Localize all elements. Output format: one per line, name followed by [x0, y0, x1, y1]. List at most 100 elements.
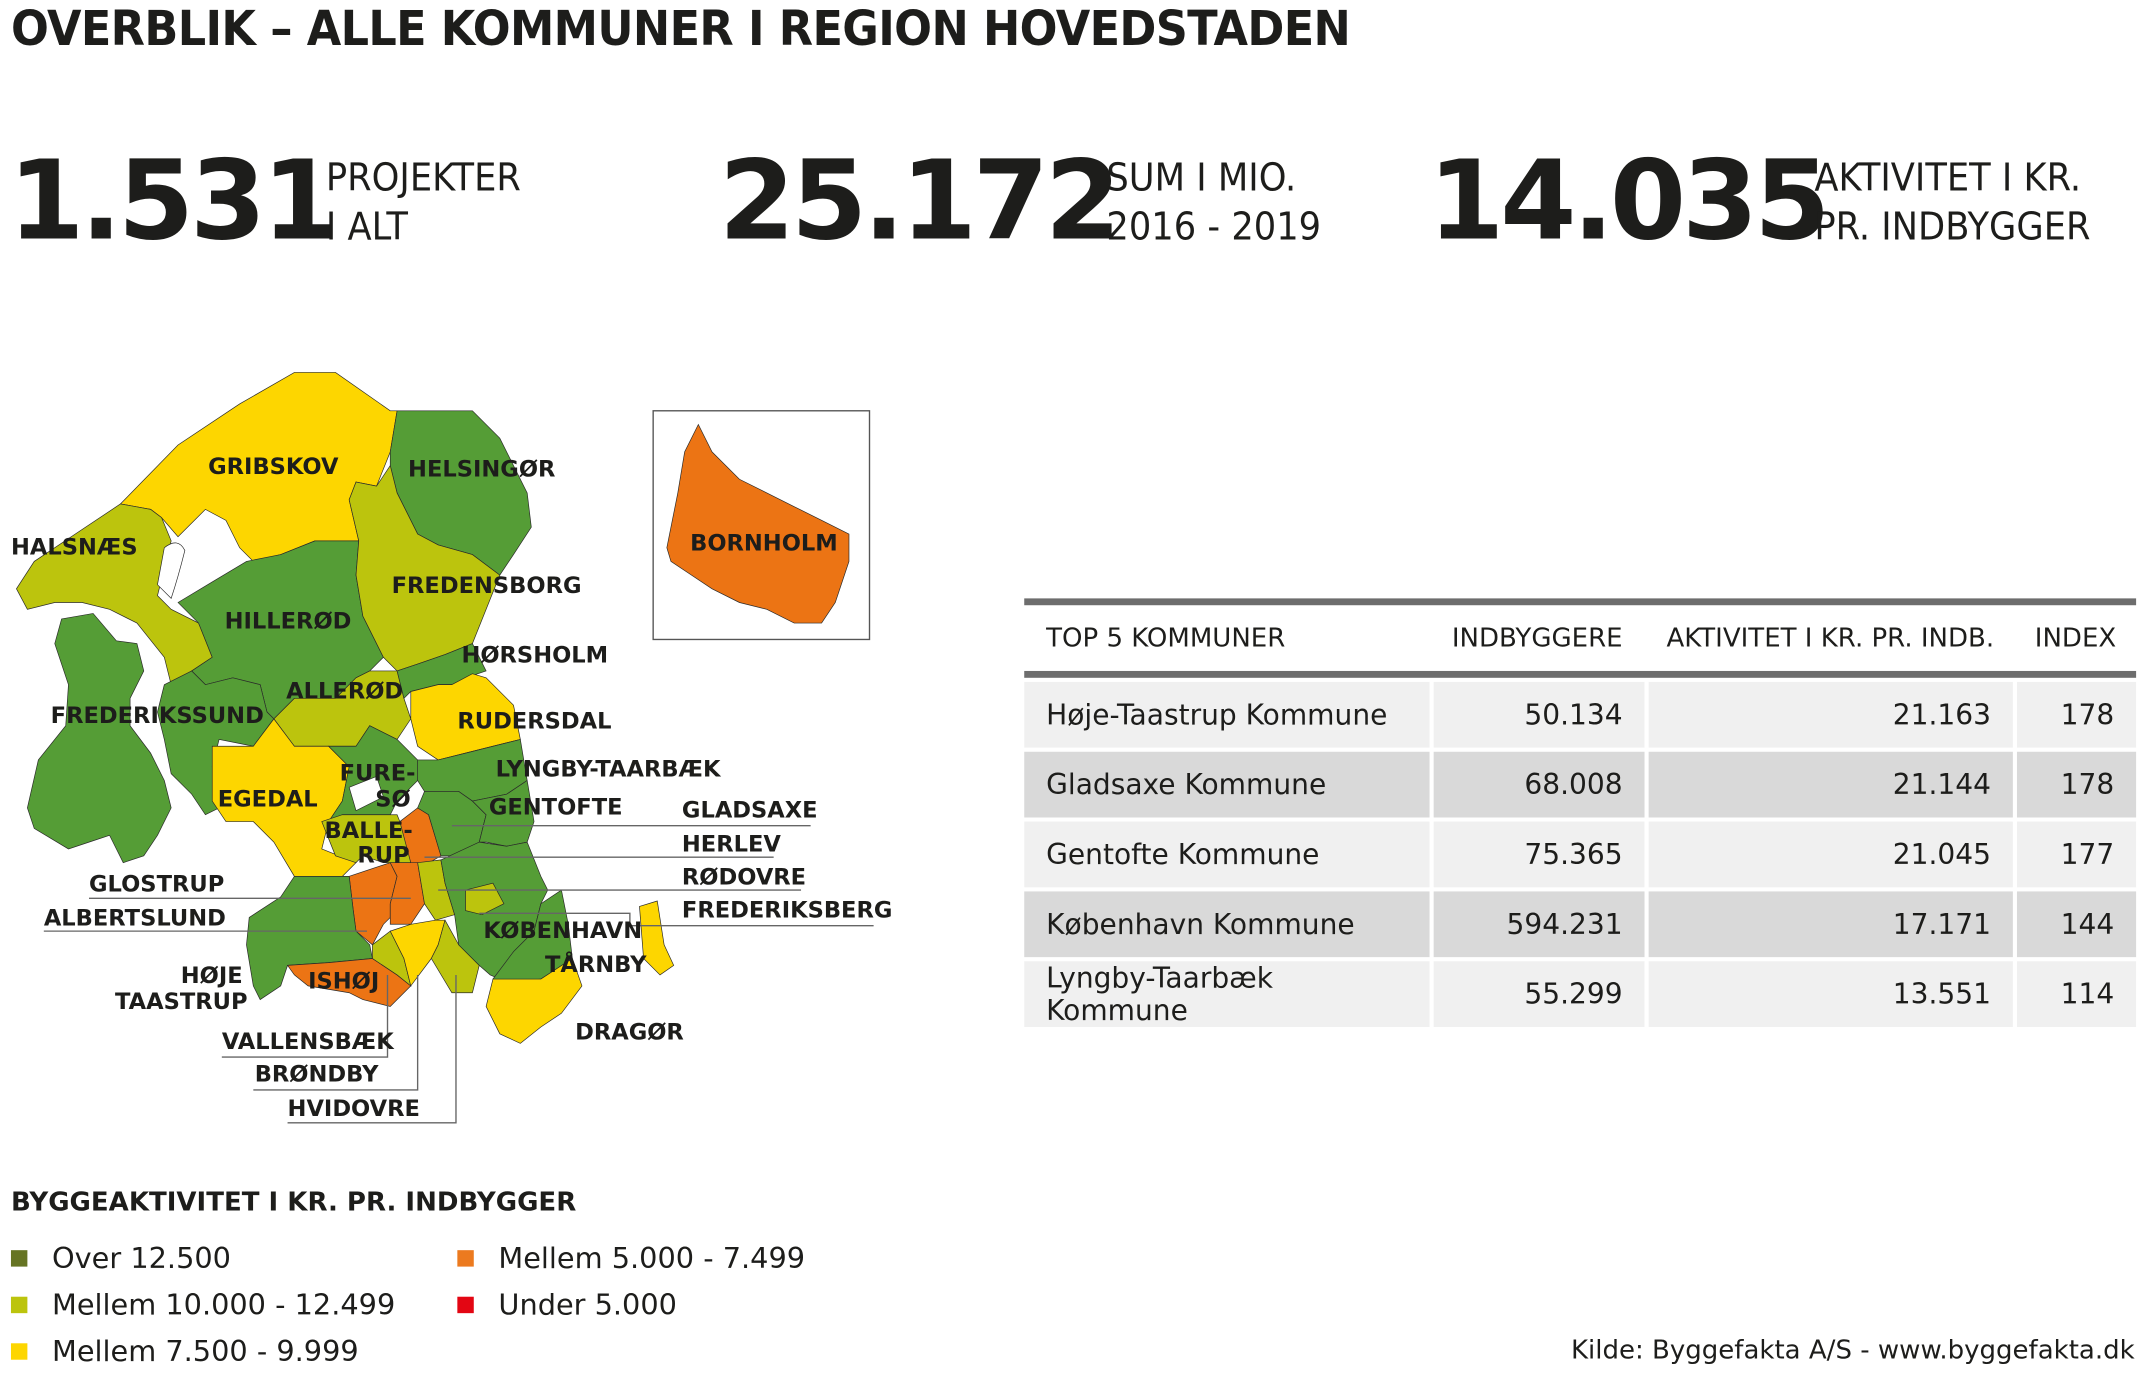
header-indbyggere: INDBYGGERE: [1451, 623, 1623, 654]
map-label-bornholm: BORNHOLM: [690, 530, 838, 556]
page-title: OVERBLIK – ALLE KOMMUNER I REGION HOVEDS…: [10, 2, 1351, 58]
stat-sum-value: 25.172: [718, 136, 1121, 265]
region-frederikssund-east[interactable]: [157, 670, 275, 816]
map-label-gribskov: GRIBSKOV: [208, 454, 339, 480]
map-label-frederikssund: FREDERIKSSUND: [51, 703, 264, 729]
stat-sum-label: SUM I MIO. 2016 - 2019: [1106, 153, 1321, 252]
region-map: GRIBSKOV HELSINGØR HALSNÆS HILLERØD FRED…: [11, 372, 893, 1124]
table-row: Lyngby-Taarbæk Kommune 55.299 13.551 114: [1024, 961, 2137, 1027]
map-label-gentofte: GENTOFTE: [489, 795, 623, 821]
region-ishoej[interactable]: [286, 958, 412, 1007]
header-index: INDEX: [2034, 623, 2117, 654]
legend-label: Mellem 10.000 - 12.499: [52, 1288, 396, 1322]
map-label-taarnby: TÅRNBY: [545, 950, 647, 978]
map-label-helsingoer: HELSINGØR: [408, 457, 555, 483]
map-label-halsnaes: HALSNÆS: [11, 535, 138, 561]
legend-swatch: [10, 1296, 28, 1314]
table-row: Gentofte Kommune 75.365 21.045 177: [1024, 821, 2137, 888]
table-row: Høje-Taastrup Kommune 50.134 21.163 178: [1024, 681, 2137, 748]
legend-item: Mellem 10.000 - 12.499: [10, 1288, 396, 1322]
cell-indbyggere: 594.231: [1433, 891, 1645, 958]
cell-aktivitet: 17.171: [1648, 891, 2013, 958]
cell-indbyggere: 75.365: [1433, 821, 1645, 888]
region-fredensborg[interactable]: [348, 464, 501, 672]
legend-swatch: [10, 1343, 28, 1360]
cell-indbyggere: 55.299: [1433, 961, 1645, 1027]
cell-index: 144: [2016, 891, 2137, 958]
region-bornholm[interactable]: [666, 423, 850, 624]
map-label-vallensbaek: VALLENSBÆK: [222, 1029, 395, 1055]
legend-label: Over 12.500: [52, 1241, 231, 1275]
table-header-rule: [1024, 670, 2137, 678]
map-label-koebenhavn: KØBENHAVN: [483, 918, 642, 944]
table-top-rule: [1024, 598, 2137, 606]
header-aktivitet: AKTIVITET I KR. PR. INDB.: [1666, 623, 1995, 654]
stat-label-line: SUM I MIO.: [1106, 154, 1297, 200]
map-label-frederiksberg: FREDERIKSBERG: [682, 897, 893, 923]
region-taarnby[interactable]: [485, 957, 583, 1044]
map-label-ballerup-2: RUP: [357, 843, 409, 869]
map-label-hvidovre: HVIDOVRE: [288, 1096, 420, 1122]
map-label-hilleroed: HILLERØD: [225, 609, 352, 635]
legend-item: Under 5.000: [457, 1288, 677, 1322]
cell-kommune: København Kommune: [1024, 891, 1430, 958]
map-label-dragoer: DRAGØR: [575, 1019, 684, 1045]
map-label-egedal: EGEDAL: [218, 787, 318, 813]
map-label-furesoe-1: FURE-: [340, 761, 416, 787]
legend-item: Over 12.500: [10, 1241, 231, 1275]
map-label-hoersholm: HØRSHOLM: [461, 643, 608, 669]
map-label-alleroed: ALLERØD: [286, 678, 403, 704]
table-row: København Kommune 594.231 17.171 144: [1024, 891, 2137, 958]
stat-label-line: I ALT: [325, 204, 408, 250]
legend-label: Mellem 7.500 - 9.999: [52, 1335, 359, 1368]
region-furesoe[interactable]: [327, 725, 418, 823]
legend-item: Mellem 5.000 - 7.499: [457, 1242, 805, 1275]
map-label-herlev: HERLEV: [682, 832, 782, 858]
stat-label-line: PROJEKTER: [325, 154, 521, 200]
stat-activity-value: 14.035: [1428, 136, 1830, 265]
table-row: Gladsaxe Kommune 68.008 21.144 178: [1024, 751, 2137, 818]
region-egedal[interactable]: [211, 718, 357, 877]
cell-indbyggere: 50.134: [1433, 681, 1645, 748]
map-label-lyngby-taarbaek: LYNGBY-TAARBÆK: [496, 756, 722, 782]
legend-label: Under 5.000: [498, 1288, 677, 1322]
legend-label: Mellem 5.000 - 7.499: [498, 1241, 806, 1275]
map-label-roedovre: RØDOVRE: [682, 865, 806, 891]
cell-aktivitet: 21.045: [1648, 821, 2013, 888]
cell-kommune: Gentofte Kommune: [1024, 821, 1430, 888]
map-label-broendby: BRØNDBY: [255, 1062, 379, 1088]
map-label-gladsaxe: GLADSAXE: [682, 797, 818, 823]
region-frederikssund[interactable]: [27, 613, 172, 864]
map-label-ishoej: ISHØJ: [308, 969, 379, 995]
cell-kommune: Gladsaxe Kommune: [1024, 751, 1430, 818]
region-dragoer[interactable]: [639, 900, 675, 976]
map-label-hoeje-taastrup-2: TAASTRUP: [115, 989, 248, 1015]
cell-index: 178: [2016, 681, 2137, 748]
cell-kommune: Lyngby-Taarbæk Kommune: [1024, 961, 1430, 1027]
stat-label-line: PR. INDBYGGER: [1814, 204, 2091, 250]
leader-lines: [43, 825, 874, 1124]
stat-projects-value: 1.531: [8, 136, 338, 265]
header-kommune: TOP 5 KOMMUNER: [1046, 623, 1286, 654]
region-hvidovre[interactable]: [430, 919, 480, 994]
cell-indbyggere: 68.008: [1433, 751, 1645, 818]
legend-item: Mellem 7.500 - 9.999: [10, 1335, 359, 1368]
stat-label-line: AKTIVITET I KR.: [1814, 154, 2082, 200]
map-label-rudersdal: RUDERSDAL: [457, 708, 611, 734]
cell-index: 114: [2016, 961, 2137, 1027]
cell-aktivitet: 21.144: [1648, 751, 2013, 818]
legend-swatch: [10, 1250, 28, 1267]
legend-swatch: [457, 1250, 474, 1267]
region-frederiksberg[interactable]: [465, 882, 505, 916]
map-label-glostrup: GLOSTRUP: [89, 871, 224, 897]
cell-kommune: Høje-Taastrup Kommune: [1024, 681, 1430, 748]
map-label-hoeje-taastrup-1: HØJE: [181, 963, 243, 989]
table-header: TOP 5 KOMMUNER INDBYGGERE AKTIVITET I KR…: [1024, 605, 2136, 671]
bornholm-inset-frame: [652, 410, 871, 641]
stat-activity-label: AKTIVITET I KR. PR. INDBYGGER: [1814, 153, 2090, 252]
cell-aktivitet: 21.163: [1648, 681, 2013, 748]
map-label-ballerup-1: BALLE-: [325, 818, 413, 844]
legend-swatch: [457, 1296, 474, 1314]
cell-index: 178: [2016, 751, 2137, 818]
cell-index: 177: [2016, 821, 2137, 888]
